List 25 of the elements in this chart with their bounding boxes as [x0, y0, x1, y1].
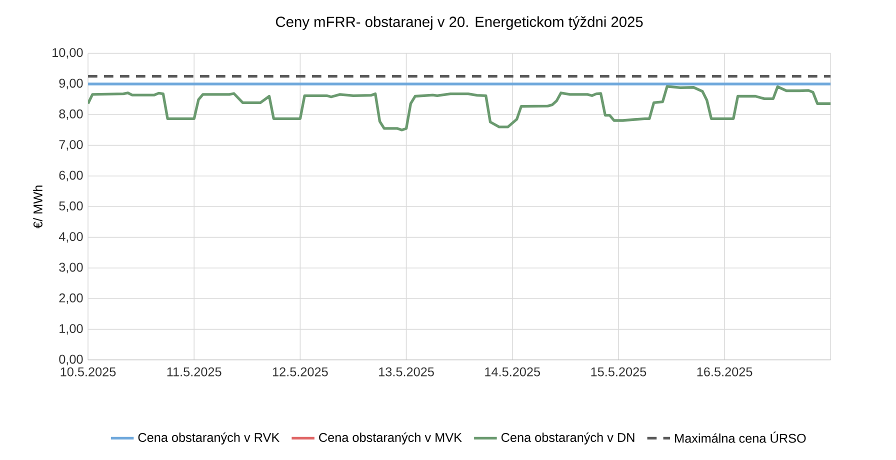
legend-label: Cena obstaraných v MVK: [319, 432, 462, 444]
y-axis-title: €/ MWh: [33, 186, 42, 228]
y-tick-label: 8,00: [59, 109, 83, 120]
y-tick-label: 1,00: [60, 324, 83, 335]
y-tick-label: 3,00: [59, 262, 83, 274]
x-tick-label: 10.5.2025: [60, 367, 116, 376]
x-tick-label: 12.5.2025: [272, 367, 328, 376]
y-tick-label: 2,00: [59, 293, 83, 304]
x-tick-label: 15.5.2025: [591, 367, 646, 376]
legend-label: Cena obstaraných v RVK: [138, 432, 280, 444]
y-tick-label: 10,00: [52, 48, 83, 59]
x-tick-label: 11.5.2025: [167, 367, 222, 376]
y-tick-label: 5,00: [59, 201, 83, 212]
chart-title: Ceny mFRR- obstaranej v 20. Energetickom týždni 2025: [276, 16, 643, 30]
y-tick-label: 7,00: [59, 140, 83, 151]
legend-label: Maximálna cena ÚRSO: [675, 432, 806, 443]
legend-label: Cena obstaraných v DN: [501, 432, 634, 444]
y-tick-label: 6,00: [59, 170, 83, 182]
x-tick-label: 13.5.2025: [379, 367, 434, 376]
y-tick-label: 0,00: [59, 354, 83, 366]
x-tick-label: 14.5.2025: [485, 367, 540, 376]
y-tick-label: 9,00: [59, 78, 83, 90]
line-series: [88, 85, 831, 132]
x-tick-label: 16.5.2025: [697, 367, 752, 376]
y-tick-label: 4,00: [58, 232, 83, 243]
